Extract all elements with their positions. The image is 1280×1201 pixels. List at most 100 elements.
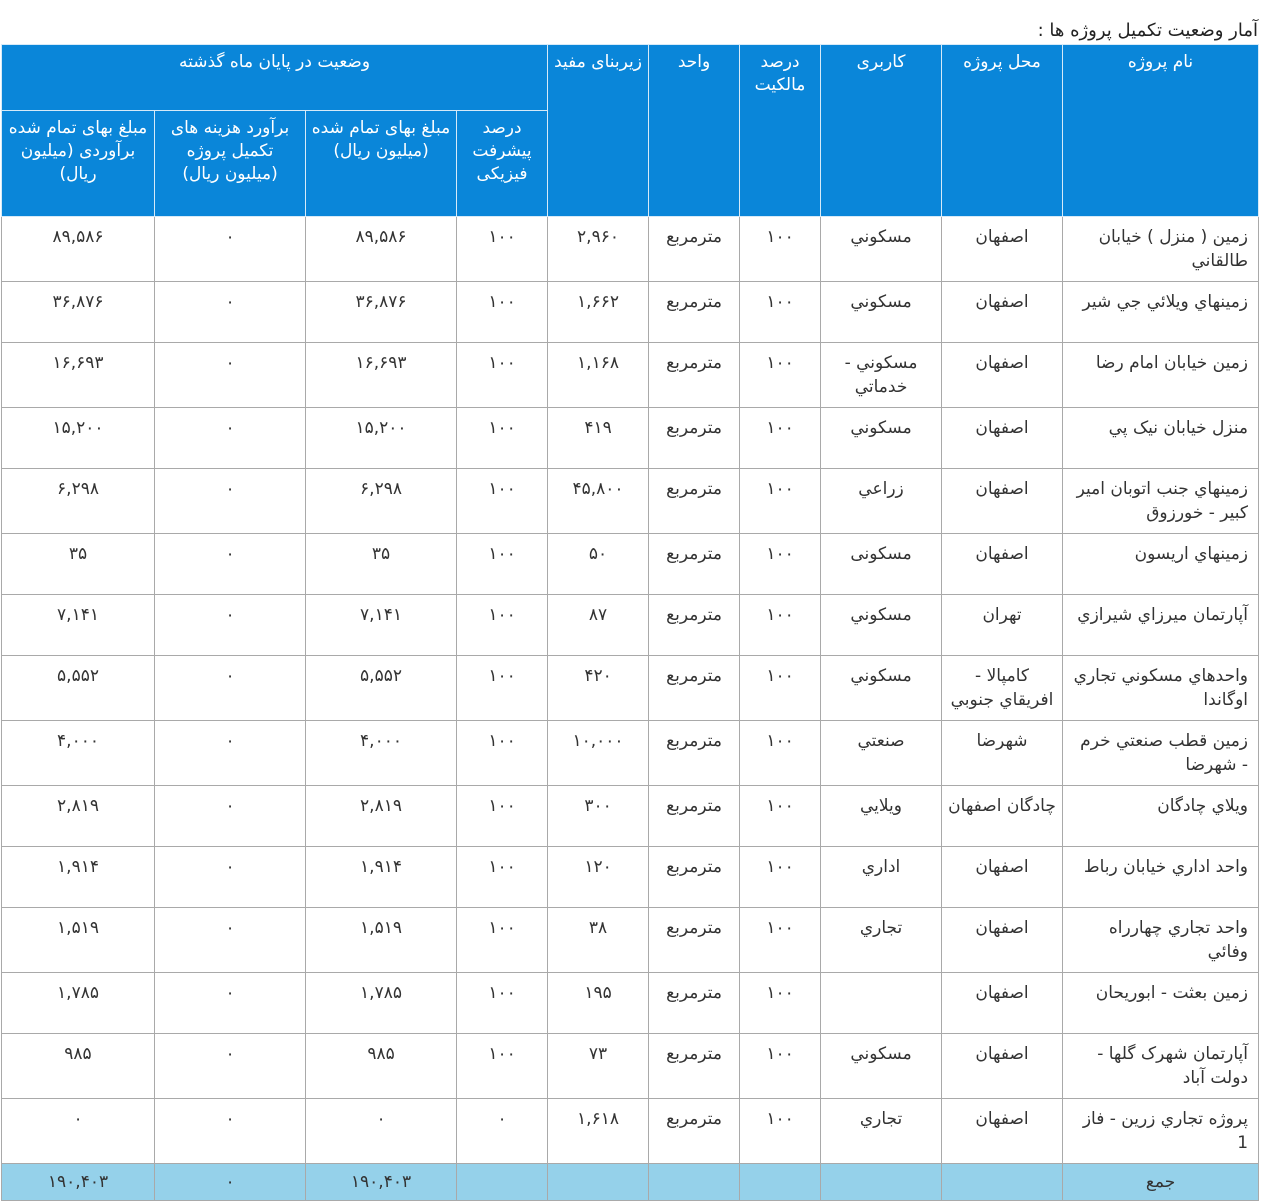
- total-label: جمع: [1062, 1163, 1260, 1201]
- cell-progress: ۱۰۰: [456, 972, 549, 1034]
- cell-area: ۱۹۵: [547, 972, 650, 1034]
- cell-unit: مترمربع: [648, 468, 741, 534]
- cell-location: شهرضا: [941, 720, 1064, 786]
- cell-location: اصفهان: [941, 972, 1064, 1034]
- cell-location: اصفهان: [941, 468, 1064, 534]
- cell-progress: ۱۰۰: [456, 1033, 549, 1099]
- cell-usage: تجاري: [820, 907, 943, 973]
- header-unit: واحد: [648, 44, 741, 217]
- table-row: زمین ( منزل ) خیابان طالقاني اصفهان مسكوني…: [0, 216, 1260, 282]
- cell-unit: مترمربع: [648, 1098, 741, 1164]
- cell-unit: مترمربع: [648, 972, 741, 1034]
- cell-ownership: ۱۰۰: [739, 720, 822, 786]
- cell-estimated-cost: ۰: [0, 1098, 156, 1164]
- table-row: واحد تجاري چهارراه وفائي اصفهان تجاري ۱۰۰ مت…: [0, 907, 1260, 973]
- cell-ownership: ۱۰۰: [739, 407, 822, 469]
- cell-area: ۳۸: [547, 907, 650, 973]
- cell-completed-cost: ۳۶,۸۷۶: [305, 281, 458, 343]
- cell-location: اصفهان: [941, 846, 1064, 908]
- cell-remaining-cost: ۰: [154, 594, 307, 656]
- total-empty: [648, 1163, 741, 1201]
- cell-project-name: زمینهاي جنب اتوبان امیر کبیر - خورزوق: [1062, 468, 1260, 534]
- cell-completed-cost: ۰: [305, 1098, 458, 1164]
- cell-project-name: زمین بعثت - ابوریحان: [1062, 972, 1260, 1034]
- cell-remaining-cost: ۰: [154, 281, 307, 343]
- header-remaining-cost: برآورد هزینه های تکمیل پروژه (میلیون ریا…: [154, 110, 307, 217]
- cell-unit: مترمربع: [648, 216, 741, 282]
- table-row: آپارتمان میرزاي شیرازي تهران مسكوني ۱۰۰ مترم…: [0, 594, 1260, 656]
- cell-progress: ۱۰۰: [456, 846, 549, 908]
- cell-usage: مسكوني: [820, 655, 943, 721]
- cell-unit: مترمربع: [648, 594, 741, 656]
- cell-location: تهران: [941, 594, 1064, 656]
- cell-usage: مسكوني: [820, 216, 943, 282]
- cell-area: ۵۰: [547, 533, 650, 595]
- cell-location: اصفهان: [941, 1098, 1064, 1164]
- cell-project-name: زمینهاي اریسون: [1062, 533, 1260, 595]
- cell-usage: زراعي: [820, 468, 943, 534]
- cell-progress: ۱۰۰: [456, 533, 549, 595]
- table-row: ويلاي چادگان چادگان اصفهان ويلايي ۱۰۰ مترمرب…: [0, 785, 1260, 847]
- cell-remaining-cost: ۰: [154, 342, 307, 408]
- cell-unit: مترمربع: [648, 907, 741, 973]
- cell-unit: مترمربع: [648, 720, 741, 786]
- cell-progress: ۱۰۰: [456, 407, 549, 469]
- cell-estimated-cost: ۱,۷۸۵: [0, 972, 156, 1034]
- cell-project-name: زمینهاي ويلائي جي شير: [1062, 281, 1260, 343]
- cell-location: کامپالا - افریقاي جنوبي: [941, 655, 1064, 721]
- cell-location: اصفهان: [941, 216, 1064, 282]
- cell-estimated-cost: ۲,۸۱۹: [0, 785, 156, 847]
- table-row: زمینهاي ويلائي جي شير اصفهان مسكوني ۱۰۰ مترم…: [0, 281, 1260, 343]
- cell-project-name: منزل خیابان نیک پي: [1062, 407, 1260, 469]
- table-row: زمینهاي جنب اتوبان امیر کبیر - خورزوق اصف…: [0, 468, 1260, 534]
- cell-ownership: ۱۰۰: [739, 281, 822, 343]
- cell-location: اصفهان: [941, 407, 1064, 469]
- cell-progress: ۱۰۰: [456, 655, 549, 721]
- cell-estimated-cost: ۹۸۵: [0, 1033, 156, 1099]
- cell-progress: ۱۰۰: [456, 785, 549, 847]
- cell-area: ۱,۶۱۸: [547, 1098, 650, 1164]
- header-progress: درصد پیشرفت فیزیکی: [456, 110, 549, 217]
- table-row: زمین خیابان امام رضا اصفهان مسكوني - خدمات…: [0, 342, 1260, 408]
- cell-progress: ۱۰۰: [456, 594, 549, 656]
- cell-remaining-cost: ۰: [154, 846, 307, 908]
- cell-area: ۱۰,۰۰۰: [547, 720, 650, 786]
- cell-usage: مسكوني: [820, 281, 943, 343]
- cell-usage: مسكوني: [820, 1033, 943, 1099]
- table-row: پروژه تجاري زرین - فاز 1 اصفهان تجاري ۱۰۰ مت…: [0, 1098, 1260, 1164]
- cell-unit: مترمربع: [648, 785, 741, 847]
- cell-location: اصفهان: [941, 533, 1064, 595]
- cell-estimated-cost: ۳۶,۸۷۶: [0, 281, 156, 343]
- cell-completed-cost: ۸۹,۵۸۶: [305, 216, 458, 282]
- total-empty: [456, 1163, 549, 1201]
- cell-project-name: ويلاي چادگان: [1062, 785, 1260, 847]
- cell-project-name: واحد تجاري چهارراه وفائي: [1062, 907, 1260, 973]
- cell-ownership: ۱۰۰: [739, 216, 822, 282]
- cell-completed-cost: ۵,۵۵۲: [305, 655, 458, 721]
- cell-estimated-cost: ۳۵: [0, 533, 156, 595]
- cell-ownership: ۱۰۰: [739, 594, 822, 656]
- cell-completed-cost: ۱۶,۶۹۳: [305, 342, 458, 408]
- cell-completed-cost: ۶,۲۹۸: [305, 468, 458, 534]
- cell-area: ۱,۶۶۲: [547, 281, 650, 343]
- cell-ownership: ۱۰۰: [739, 972, 822, 1034]
- cell-unit: مترمربع: [648, 655, 741, 721]
- cell-remaining-cost: ۰: [154, 216, 307, 282]
- cell-estimated-cost: ۱۵,۲۰۰: [0, 407, 156, 469]
- cell-progress: ۰: [456, 1098, 549, 1164]
- cell-progress: ۱۰۰: [456, 720, 549, 786]
- cell-area: ۴۵,۸۰۰: [547, 468, 650, 534]
- cell-completed-cost: ۷,۱۴۱: [305, 594, 458, 656]
- cell-remaining-cost: ۰: [154, 785, 307, 847]
- table-caption: آمار وضعیت تکمیل پروژه ها :: [1037, 20, 1258, 41]
- cell-progress: ۱۰۰: [456, 216, 549, 282]
- cell-remaining-cost: ۰: [154, 972, 307, 1034]
- total-empty: [547, 1163, 650, 1201]
- cell-location: اصفهان: [941, 907, 1064, 973]
- cell-completed-cost: ۱۵,۲۰۰: [305, 407, 458, 469]
- cell-estimated-cost: ۱۶,۶۹۳: [0, 342, 156, 408]
- cell-completed-cost: ۴,۰۰۰: [305, 720, 458, 786]
- cell-usage: ويلايي: [820, 785, 943, 847]
- cell-progress: ۱۰۰: [456, 281, 549, 343]
- cell-area: ۸۷: [547, 594, 650, 656]
